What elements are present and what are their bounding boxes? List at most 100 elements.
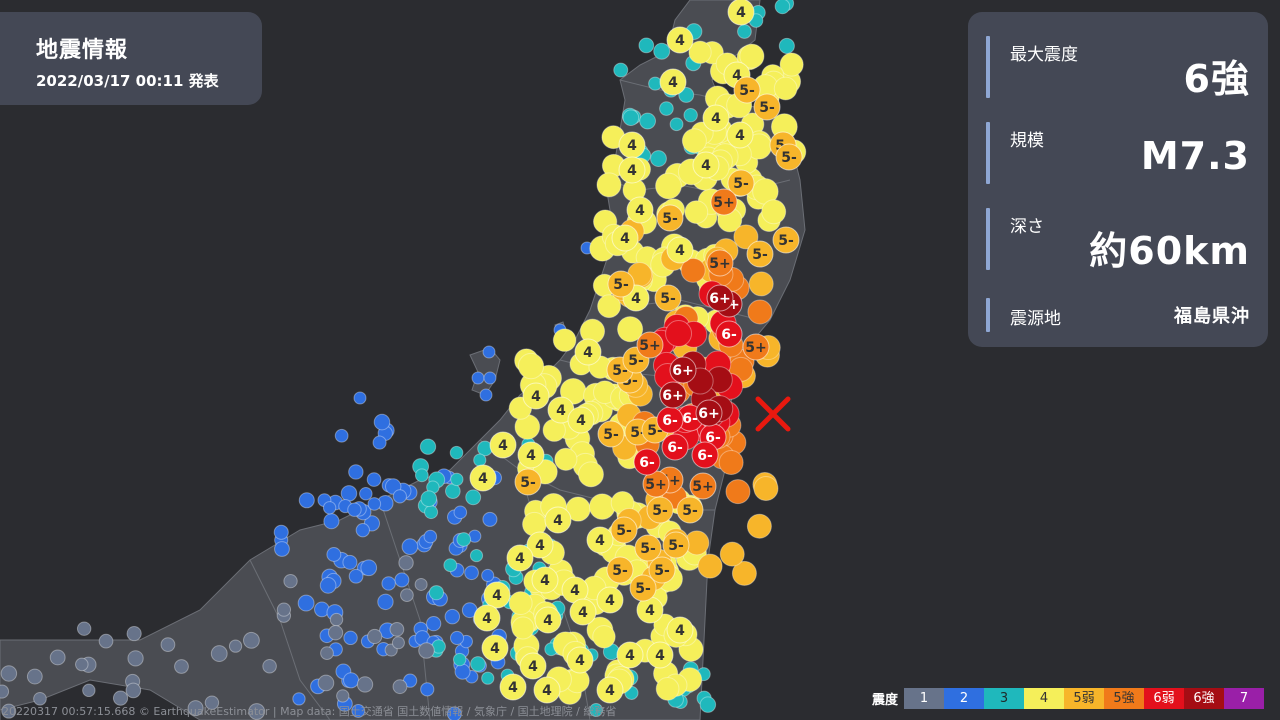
station-label: 4 — [526, 448, 536, 464]
station-dot-intensity-3 — [638, 37, 655, 54]
station-dot-intensity-4 — [511, 616, 535, 640]
station-marker-intensity-4: 4 — [611, 224, 639, 252]
station-label: 4 — [711, 111, 721, 127]
station-label: 4 — [620, 231, 630, 247]
station-label: 4 — [528, 659, 538, 675]
station-dot-intensity-6-lower — [665, 320, 693, 348]
station-label: 5+ — [645, 477, 666, 493]
station-dot-intensity-2 — [326, 547, 342, 562]
station-dot-intensity-1 — [204, 695, 220, 710]
station-marker-intensity-4: 4 — [727, 0, 755, 26]
station-label: 4 — [535, 538, 545, 554]
station-dot-intensity-3 — [481, 671, 495, 685]
station-dot-intensity-3 — [653, 42, 671, 60]
station-marker-intensity-5-lower: 5- — [656, 204, 684, 232]
station-dot-intensity-4 — [588, 493, 616, 520]
station-label: 4 — [627, 163, 637, 179]
station-dot-intensity-2 — [323, 513, 340, 530]
station-marker-intensity-4: 4 — [489, 431, 517, 459]
station-label: 4 — [576, 413, 586, 429]
station-marker-intensity-4: 4 — [659, 68, 687, 96]
station-dot-intensity-3 — [473, 453, 487, 467]
station-label: 4 — [543, 613, 553, 629]
station-label: 5- — [739, 83, 755, 99]
station-marker-intensity-4: 4 — [522, 382, 550, 410]
station-dot-intensity-1 — [400, 588, 414, 603]
station-label: 4 — [736, 5, 746, 21]
station-marker-intensity-4: 4 — [626, 196, 654, 224]
station-marker-intensity-4: 4 — [481, 634, 509, 662]
station-dot-intensity-5-upper — [747, 299, 773, 325]
station-marker-intensity-4: 4 — [726, 121, 754, 149]
station-dot-intensity-4 — [578, 461, 604, 488]
station-label: 4 — [553, 513, 563, 529]
station-dot-intensity-1 — [82, 683, 96, 698]
station-label: 4 — [668, 75, 678, 91]
station-dot-intensity-4 — [552, 328, 577, 352]
station-marker-intensity-4: 4 — [618, 131, 646, 159]
station-label: 6- — [705, 430, 721, 446]
station-label: 5- — [612, 563, 628, 579]
page-title: 地震情報 — [36, 38, 129, 63]
station-dot-intensity-5-lower — [748, 271, 774, 297]
station-dot-intensity-3 — [699, 696, 717, 713]
station-marker-intensity-5-lower: 5- — [607, 270, 635, 298]
station-dot-intensity-5-lower — [719, 541, 745, 567]
legend-swatch-6-upper: 6強 — [1184, 688, 1225, 709]
station-dot-intensity-3 — [650, 150, 667, 168]
station-marker-intensity-5-upper: 5+ — [742, 333, 770, 361]
station-dot-intensity-3 — [639, 112, 657, 130]
station-label: 5+ — [692, 479, 713, 495]
station-label: 5- — [682, 503, 698, 519]
station-label: 5+ — [709, 256, 730, 272]
station-dot-intensity-3 — [774, 0, 791, 15]
station-label: 4 — [498, 438, 508, 454]
station-dot-intensity-2 — [348, 568, 364, 584]
station-label: 4 — [478, 471, 488, 487]
station-dot-intensity-3 — [450, 472, 464, 487]
station-label: 4 — [735, 128, 745, 144]
station-marker-intensity-4: 4 — [473, 604, 501, 632]
station-dot-intensity-4 — [688, 40, 712, 64]
station-marker-intensity-6-lower: 6- — [656, 406, 684, 434]
station-marker-intensity-5-upper: 5+ — [642, 470, 670, 498]
station-label: 4 — [490, 641, 500, 657]
station-marker-intensity-5-upper: 5+ — [636, 331, 664, 359]
station-marker-intensity-6-lower: 6- — [691, 441, 719, 469]
station-dot-intensity-1 — [26, 668, 43, 685]
station-label: 6+ — [672, 363, 693, 379]
station-dot-intensity-5-lower — [697, 553, 723, 579]
station-dot-intensity-1 — [49, 649, 66, 666]
magnitude-label: 規模 — [1010, 131, 1044, 151]
station-marker-intensity-4: 4 — [517, 441, 545, 469]
station-marker-intensity-4: 4 — [596, 676, 624, 704]
station-dot-intensity-3 — [778, 37, 795, 55]
station-marker-intensity-4: 4 — [567, 406, 595, 434]
station-dot-intensity-2 — [426, 615, 442, 632]
station-dot-intensity-2 — [343, 630, 358, 646]
station-label: 4 — [605, 593, 615, 609]
station-label: 4 — [482, 611, 492, 627]
station-label: 5- — [603, 427, 619, 443]
station-marker-intensity-5-lower: 5- — [733, 76, 761, 104]
station-label: 4 — [570, 583, 580, 599]
max-intensity-label: 最大震度 — [1010, 45, 1078, 65]
station-marker-intensity-4: 4 — [646, 641, 674, 669]
legend-swatch-5-lower: 5弱 — [1064, 688, 1105, 709]
station-marker-intensity-5-lower: 5- — [746, 240, 774, 268]
row-accent-bar — [986, 208, 990, 270]
depth-label: 深さ — [1010, 217, 1044, 237]
station-marker-intensity-5-lower: 5- — [629, 574, 657, 602]
station-dot-intensity-1 — [126, 625, 142, 642]
station-dot-intensity-2 — [444, 608, 461, 625]
station-label: 6- — [662, 413, 678, 429]
station-dot-intensity-2 — [420, 682, 435, 697]
station-dot-intensity-3 — [449, 445, 464, 460]
station-label: 5+ — [745, 340, 766, 356]
station-label: 5- — [759, 100, 775, 116]
magnitude-value: M7.3 — [1140, 134, 1250, 178]
station-dot-intensity-4 — [739, 43, 765, 69]
station-dot-intensity-1 — [243, 631, 260, 649]
station-label: 5+ — [713, 195, 734, 211]
